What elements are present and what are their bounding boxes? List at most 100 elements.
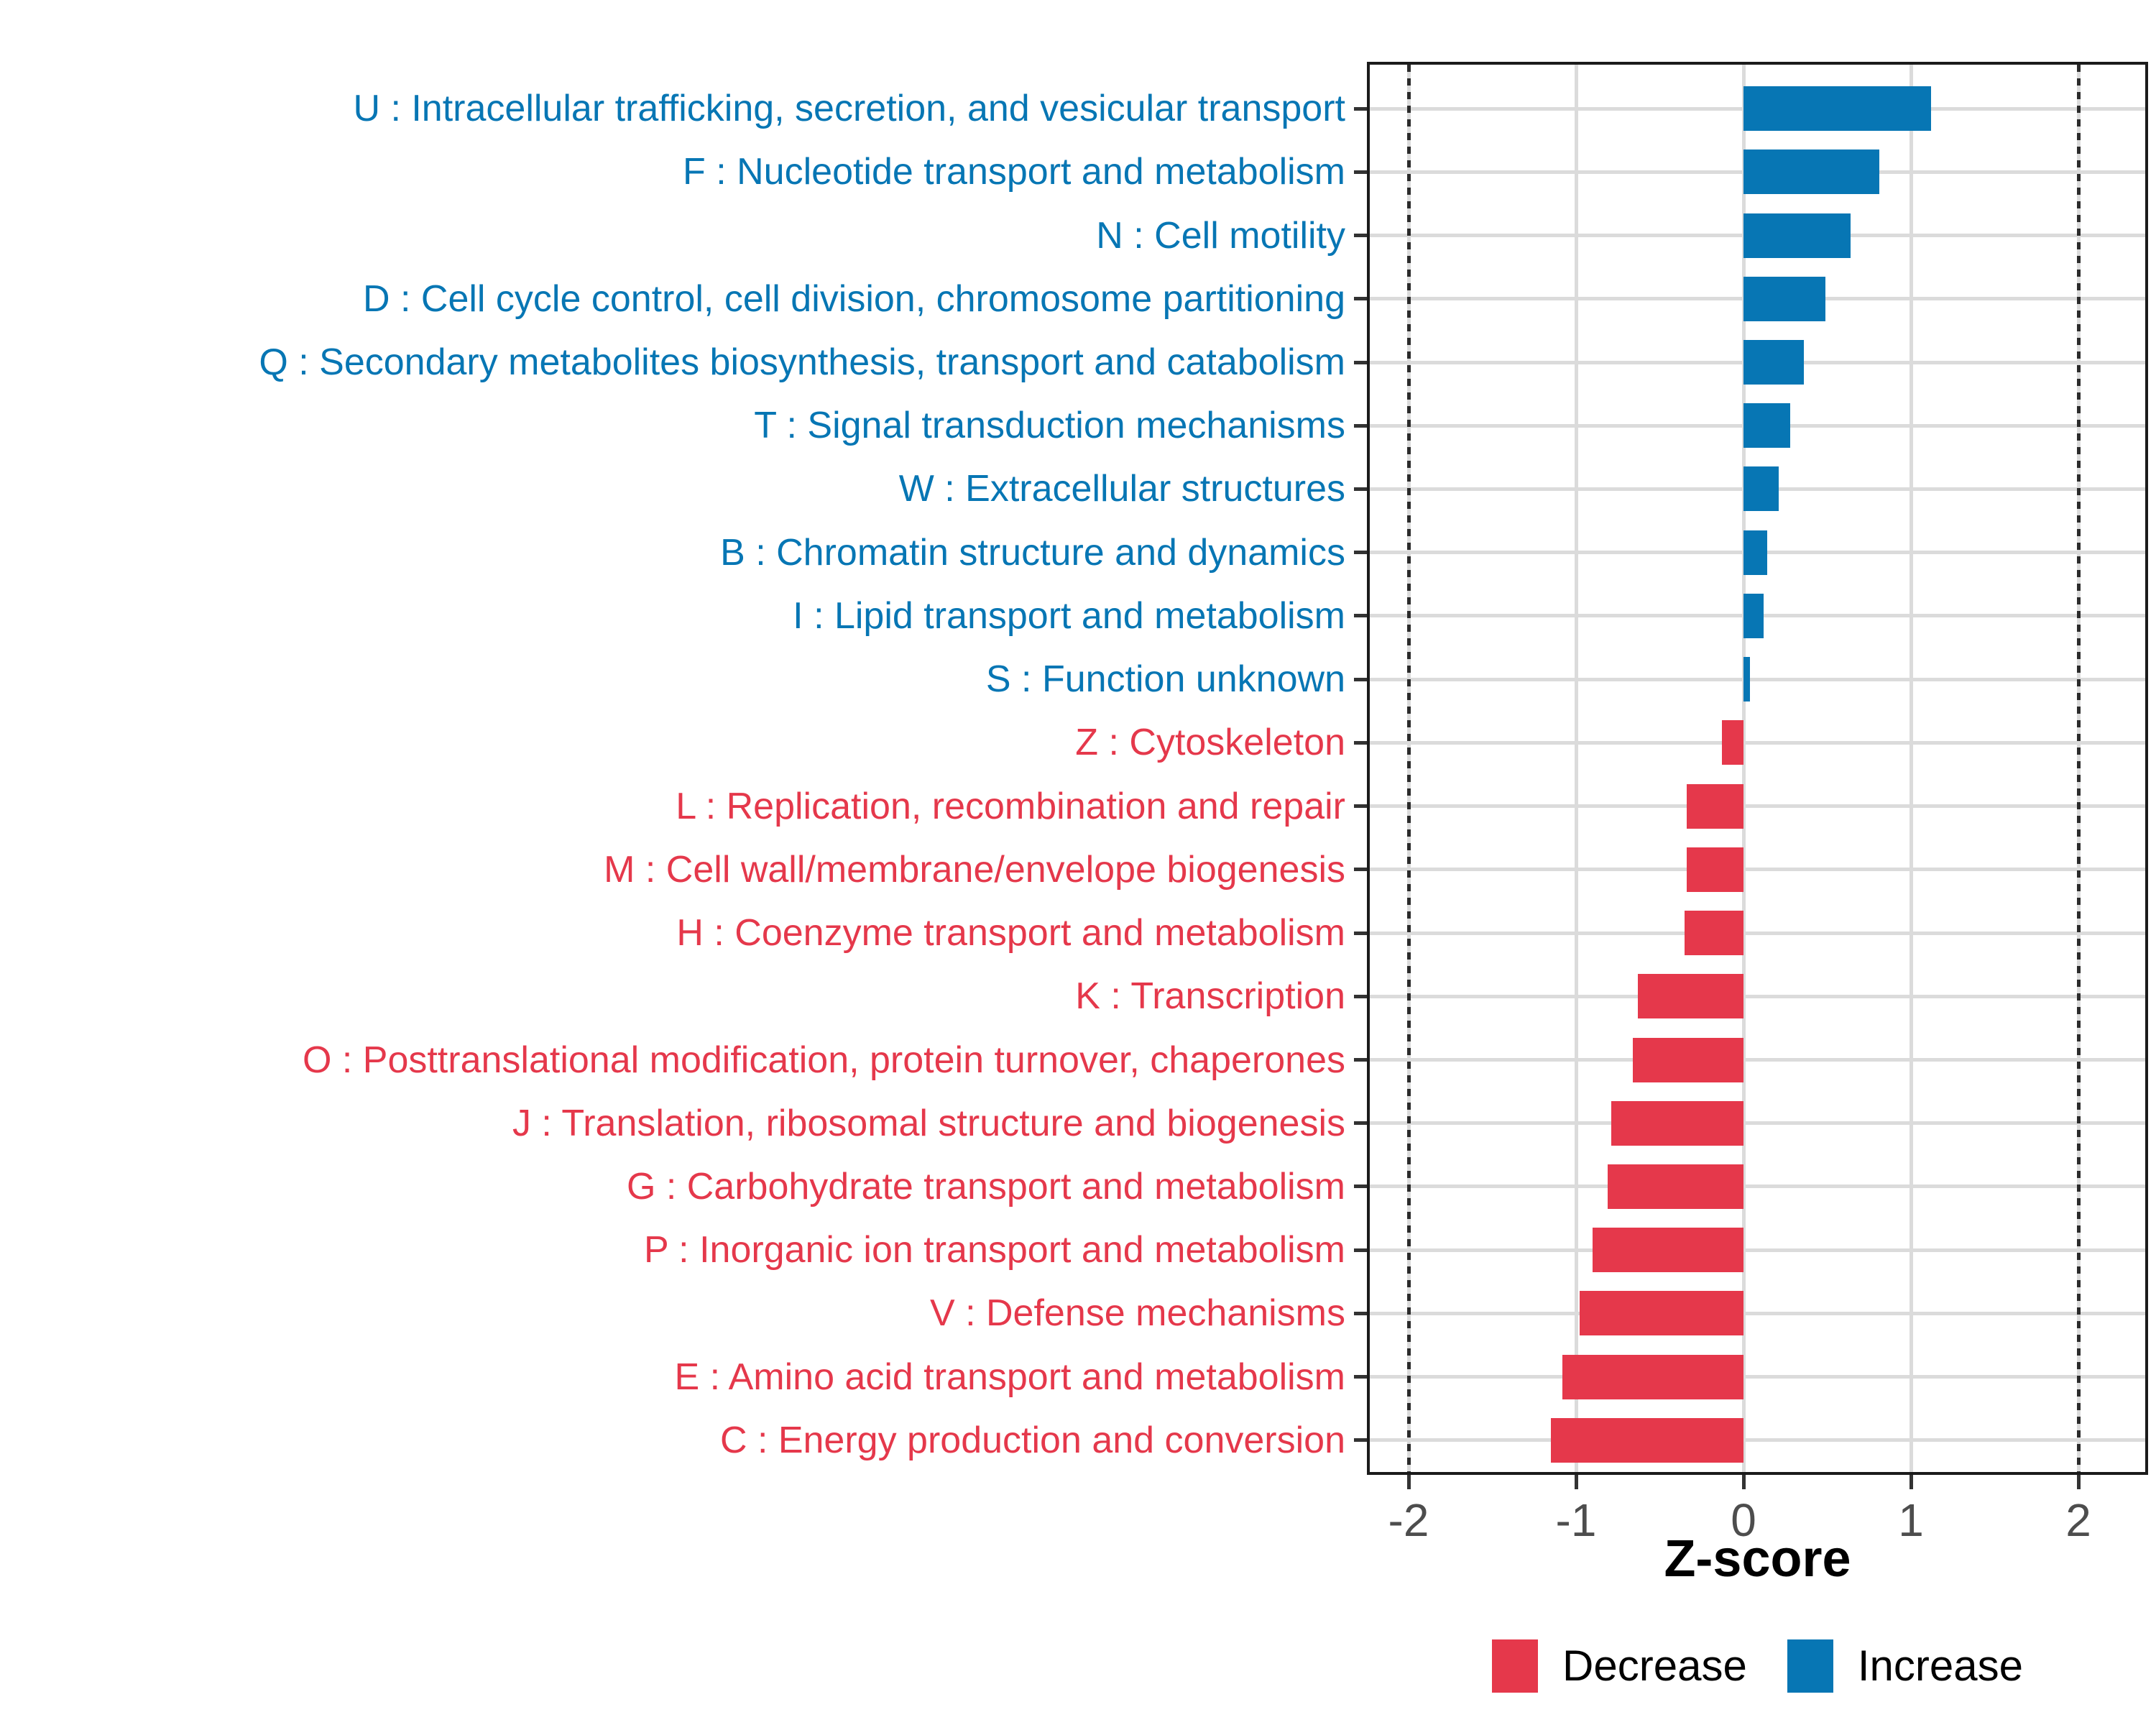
y-tick-mark (1354, 1058, 1368, 1062)
increase-swatch (1787, 1639, 1833, 1693)
horizontal-gridline (1370, 677, 2145, 681)
category-label-O: O : Posttranslational modification, prot… (302, 1039, 1345, 1081)
category-label-S: S : Function unknown (985, 658, 1345, 701)
vertical-gridline (1741, 65, 1746, 1472)
bar-O (1633, 1037, 1743, 1082)
horizontal-gridline (1370, 1058, 2145, 1062)
horizontal-gridline (1370, 1438, 2145, 1443)
x-tick-label: -2 (1388, 1494, 1429, 1546)
horizontal-gridline (1370, 804, 2145, 809)
y-tick-mark (1354, 360, 1368, 364)
y-tick-mark (1354, 1438, 1368, 1443)
category-label-J: J : Translation, ribosomal structure and… (512, 1102, 1345, 1144)
decrease-label: Decrease (1562, 1642, 1747, 1690)
category-label-C: C : Energy production and conversion (719, 1419, 1345, 1461)
bar-P (1593, 1228, 1743, 1273)
bar-V (1579, 1291, 1743, 1336)
category-label-D: D : Cell cycle control, cell division, c… (363, 277, 1345, 320)
y-tick-mark (1354, 423, 1368, 428)
x-tick-label: 1 (1898, 1494, 1924, 1546)
category-label-I: I : Lipid transport and metabolism (793, 594, 1345, 637)
legend-item-increase: Increase (1787, 1639, 2023, 1693)
x-tick-label: 0 (1731, 1494, 1756, 1546)
y-tick-mark (1354, 1375, 1368, 1379)
category-label-W: W : Extracellular structures (898, 468, 1345, 510)
bar-C (1551, 1417, 1743, 1463)
category-label-U: U : Intracellular trafficking, secretion… (353, 88, 1345, 130)
increase-label: Increase (1857, 1642, 2023, 1690)
bar-Z (1721, 720, 1743, 765)
category-label-B: B : Chromatin structure and dynamics (720, 531, 1345, 574)
decrease-swatch (1492, 1639, 1539, 1693)
category-label-L: L : Replication, recombination and repai… (676, 785, 1345, 827)
category-label-Z: Z : Cytoskeleton (1075, 722, 1345, 764)
y-tick-mark (1354, 551, 1368, 555)
y-tick-mark (1354, 804, 1368, 809)
bar-M (1686, 847, 1743, 892)
x-tick-mark (1406, 1475, 1411, 1489)
bar-E (1562, 1354, 1743, 1399)
x-tick-label: 2 (2065, 1494, 2091, 1546)
bar-W (1743, 466, 1779, 512)
y-tick-mark (1354, 487, 1368, 491)
x-tick-mark (1909, 1475, 1913, 1489)
category-label-T: T : Signal transduction mechanisms (754, 405, 1345, 447)
bar-Q (1743, 340, 1804, 385)
legend: Decrease Increase (1370, 1637, 2145, 1695)
horizontal-gridline (1370, 931, 2145, 935)
horizontal-gridline (1370, 1248, 2145, 1252)
x-tick-mark (1574, 1475, 1578, 1489)
category-label-E: E : Amino acid transport and metabolism (674, 1356, 1345, 1398)
bar-L (1686, 783, 1743, 829)
bar-K (1638, 974, 1743, 1019)
category-label-F: F : Nucleotide transport and metabolism (683, 151, 1345, 193)
x-axis-title: Z-score (1664, 1530, 1851, 1588)
bar-I (1743, 593, 1764, 638)
y-tick-mark (1354, 931, 1368, 935)
horizontal-gridline (1370, 1121, 2145, 1126)
y-tick-mark (1354, 740, 1368, 745)
bar-T (1743, 403, 1791, 448)
dashed-reference-line (1406, 65, 1411, 1472)
x-tick-mark (2076, 1475, 2081, 1489)
bar-N (1743, 213, 1851, 258)
bar-J (1611, 1100, 1743, 1146)
bar-U (1743, 86, 1931, 132)
category-label-P: P : Inorganic ion transport and metaboli… (643, 1229, 1345, 1271)
horizontal-gridline (1370, 1311, 2145, 1315)
category-label-M: M : Cell wall/membrane/envelope biogenes… (604, 848, 1345, 891)
y-tick-mark (1354, 868, 1368, 872)
category-label-V: V : Defense mechanisms (929, 1292, 1345, 1335)
y-tick-mark (1354, 1121, 1368, 1126)
bar-H (1685, 911, 1743, 956)
x-tick-mark (1741, 1475, 1746, 1489)
category-label-H: H : Coenzyme transport and metabolism (676, 912, 1345, 954)
y-tick-mark (1354, 677, 1368, 681)
bar-G (1608, 1164, 1743, 1209)
horizontal-gridline (1370, 1375, 2145, 1379)
category-label-G: G : Carbohydrate transport and metabolis… (626, 1165, 1345, 1208)
y-tick-mark (1354, 170, 1368, 174)
bar-F (1743, 150, 1879, 195)
dashed-reference-line (2076, 65, 2081, 1472)
y-tick-mark (1354, 614, 1368, 618)
y-tick-mark (1354, 106, 1368, 111)
horizontal-gridline (1370, 868, 2145, 872)
x-tick-label: -1 (1555, 1494, 1597, 1546)
bar-D (1743, 276, 1826, 321)
bar-S (1743, 657, 1751, 702)
vertical-gridline (1909, 65, 1913, 1472)
y-tick-mark (1354, 1248, 1368, 1252)
y-tick-mark (1354, 1184, 1368, 1189)
plot-panel (1367, 62, 2148, 1475)
horizontal-gridline (1370, 994, 2145, 998)
legend-item-decrease: Decrease (1492, 1639, 1747, 1693)
horizontal-gridline (1370, 1184, 2145, 1189)
y-tick-mark (1354, 994, 1368, 998)
y-tick-mark (1354, 297, 1368, 301)
y-tick-mark (1354, 234, 1368, 238)
category-label-Q: Q : Secondary metabolites biosynthesis, … (259, 341, 1345, 384)
vertical-gridline (1574, 65, 1578, 1472)
y-tick-mark (1354, 1311, 1368, 1315)
